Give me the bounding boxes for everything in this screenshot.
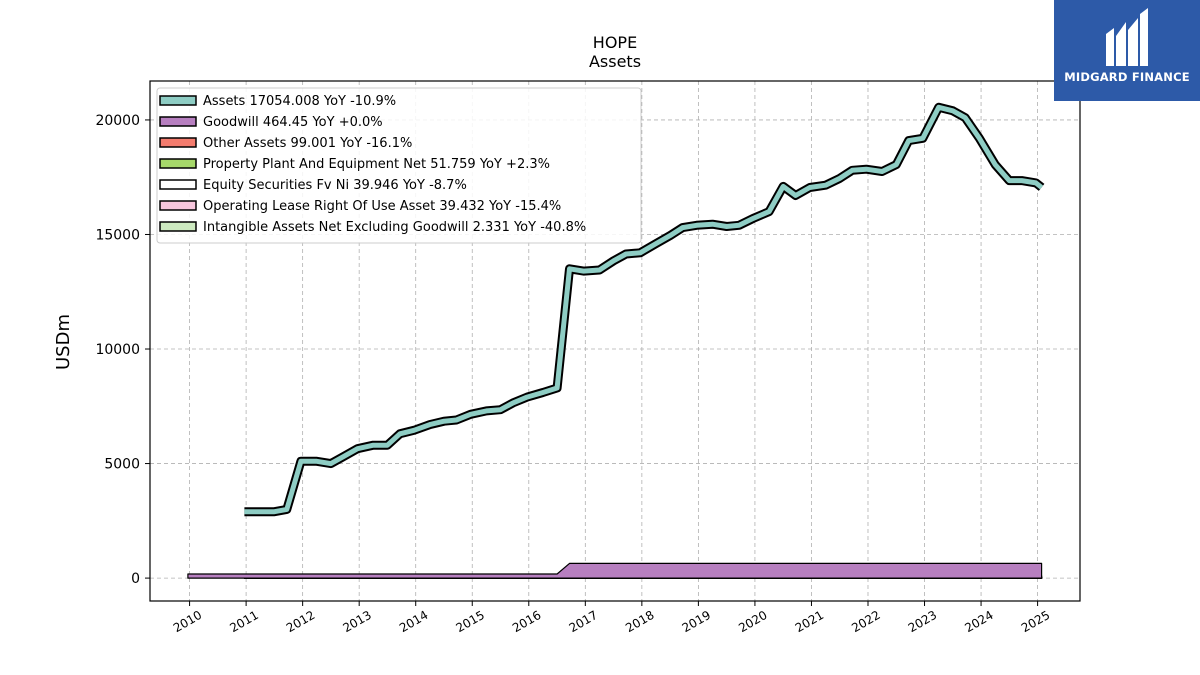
legend-entry-label: Equity Securities Fv Ni 39.946 YoY -8.7% [203,178,467,193]
series-layer [187,102,1045,579]
brand-logo: MIDGARD FINANCE [1054,0,1200,101]
legend-entry-label: Operating Lease Right Of Use Asset 39.43… [203,199,561,214]
legend-swatch [159,116,197,127]
legend-swatch [159,179,197,190]
legend-swatch [159,158,197,169]
y-tick-label: 20000 [95,113,140,129]
legend-entry-label: Goodwill 464.45 YoY +0.0% [203,115,383,130]
legend: Assets 17054.008 YoY -10.9% Goodwill 464.… [156,87,642,244]
legend-swatch [159,221,197,232]
legend-entry-label: Assets 17054.008 YoY -10.9% [203,94,396,109]
legend-swatch [159,95,197,106]
y-tick-label: 5000 [104,457,140,473]
series-area-goodwill [187,562,1043,579]
midgard-logo-icon [1106,8,1148,66]
series-line-assets [244,104,1044,515]
plot-frame [149,80,1081,602]
y-axis-label: USDm [53,314,74,370]
legend-entry-label: Other Assets 99.001 YoY -16.1% [203,136,412,151]
y-tick-label: 10000 [95,342,140,358]
brand-name: MIDGARD FINANCE [1064,70,1190,84]
y-tick-label: 15000 [95,227,140,243]
chart-title: HOPE [593,33,637,52]
legend-swatch [159,200,197,211]
legend-entry-label: Intangible Assets Net Excluding Goodwill… [203,220,586,235]
chart-subtitle: Assets [589,52,641,71]
y-tick-label: 0 [131,571,140,587]
legend-box [156,87,642,244]
legend-entry-label: Property Plant And Equipment Net 51.759 … [203,157,550,172]
legend-swatch [159,137,197,148]
y-ticks: 0 5000 10000 15000 20000 [95,113,150,587]
